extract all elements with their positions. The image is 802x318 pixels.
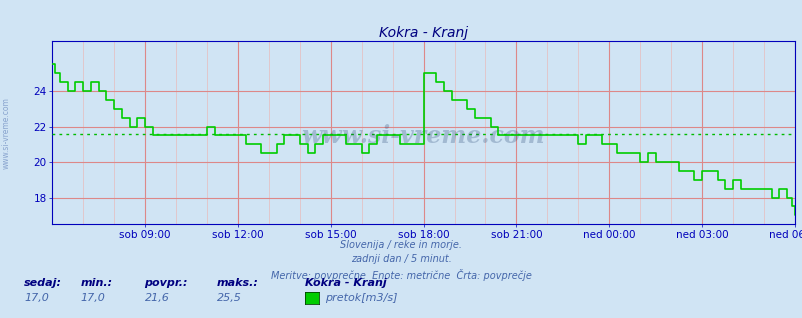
Text: Meritve: povprečne  Enote: metrične  Črta: povprečje: Meritve: povprečne Enote: metrične Črta:… <box>271 269 531 281</box>
Text: 17,0: 17,0 <box>24 293 49 303</box>
Text: min.:: min.: <box>80 278 112 288</box>
Text: sedaj:: sedaj: <box>24 278 62 288</box>
Text: 17,0: 17,0 <box>80 293 105 303</box>
Text: Slovenija / reke in morje.: Slovenija / reke in morje. <box>340 240 462 250</box>
Text: 21,6: 21,6 <box>144 293 169 303</box>
Text: povpr.:: povpr.: <box>144 278 188 288</box>
Title: Kokra - Kranj: Kokra - Kranj <box>379 26 468 40</box>
Text: 25,5: 25,5 <box>217 293 241 303</box>
Text: zadnji dan / 5 minut.: zadnji dan / 5 minut. <box>350 254 452 264</box>
Text: www.si-vreme.com: www.si-vreme.com <box>2 98 11 169</box>
Text: Kokra - Kranj: Kokra - Kranj <box>305 278 387 288</box>
Text: maks.:: maks.: <box>217 278 258 288</box>
Text: pretok[m3/s]: pretok[m3/s] <box>325 293 397 303</box>
Text: www.si-vreme.com: www.si-vreme.com <box>302 124 545 149</box>
